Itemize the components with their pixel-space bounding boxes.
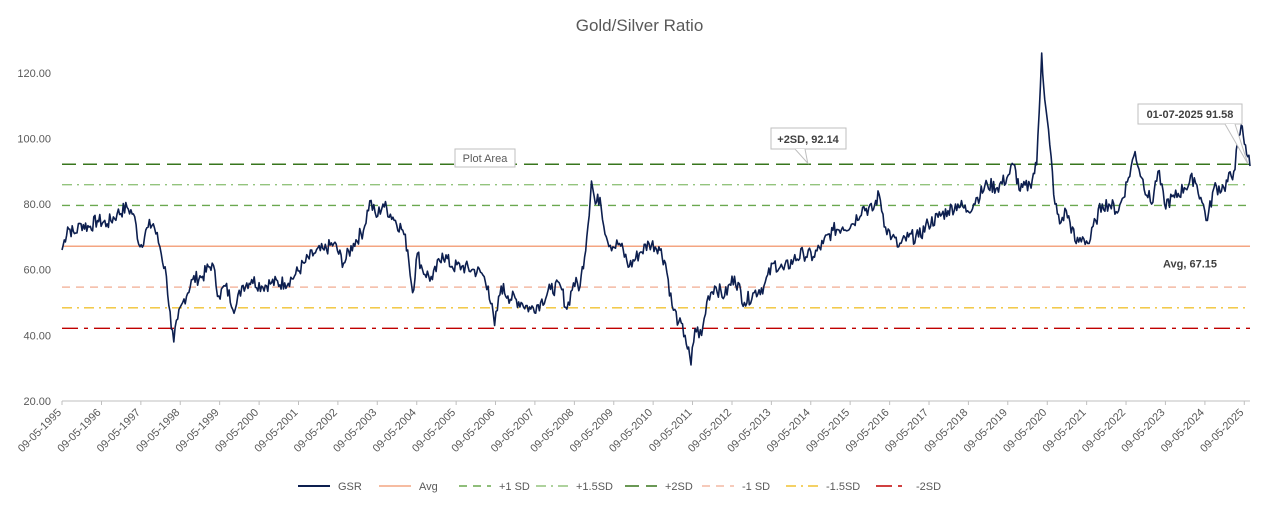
avg-label: Avg, 67.15 xyxy=(1163,258,1217,270)
legend: GSR Avg +1 SD +1.5SD +2SD -1 SD -1.5SD -2SD xyxy=(298,481,941,493)
chart-title: Gold/Silver Ratio xyxy=(575,16,704,35)
y-tick-label: 80.00 xyxy=(23,199,51,211)
plot-area-tooltip-box xyxy=(454,148,516,168)
callout-box-2sd xyxy=(770,127,847,150)
legend-label-avg: Avg xyxy=(419,481,438,493)
callout-pointer-last xyxy=(1224,123,1249,165)
x-axis: 09-05-199509-05-199609-05-199709-05-1998… xyxy=(16,400,1250,455)
y-tick-label: 120.00 xyxy=(17,68,51,80)
legend-label--1-5sd: -1.5SD xyxy=(826,481,860,493)
legend-label-gsr: GSR xyxy=(338,481,362,493)
y-axis: 20.00 40.00 60.00 80.00 100.00 120.00 xyxy=(17,68,51,408)
y-tick-label: 100.00 xyxy=(17,133,51,145)
callout-pointer-2sd xyxy=(794,148,809,165)
annotations: +2SD, 92.14 01-07-2025 91.58 Avg, 67.15 Plo… xyxy=(454,103,1249,270)
reference-lines xyxy=(62,163,1250,329)
legend-label--2sd: -2SD xyxy=(916,481,941,493)
y-tick-label: 40.00 xyxy=(23,330,51,342)
legend-label--2sd: +2SD xyxy=(665,481,693,493)
plot-area-tooltip: Plot Area xyxy=(463,153,509,165)
y-tick-label: 60.00 xyxy=(23,265,51,277)
series-lines xyxy=(61,52,1251,366)
callout-label-2sd: +2SD, 92.14 xyxy=(777,134,839,146)
series-line-gsr xyxy=(61,52,1251,366)
legend-label--1-5sd: +1.5SD xyxy=(576,481,613,493)
y-tick-label: 20.00 xyxy=(23,396,51,408)
callout-box-last xyxy=(1137,103,1243,125)
legend-label--1-sd: +1 SD xyxy=(499,481,530,493)
legend-label--1-sd: -1 SD xyxy=(742,481,770,493)
callout-label-last: 01-07-2025 91.58 xyxy=(1147,109,1234,121)
